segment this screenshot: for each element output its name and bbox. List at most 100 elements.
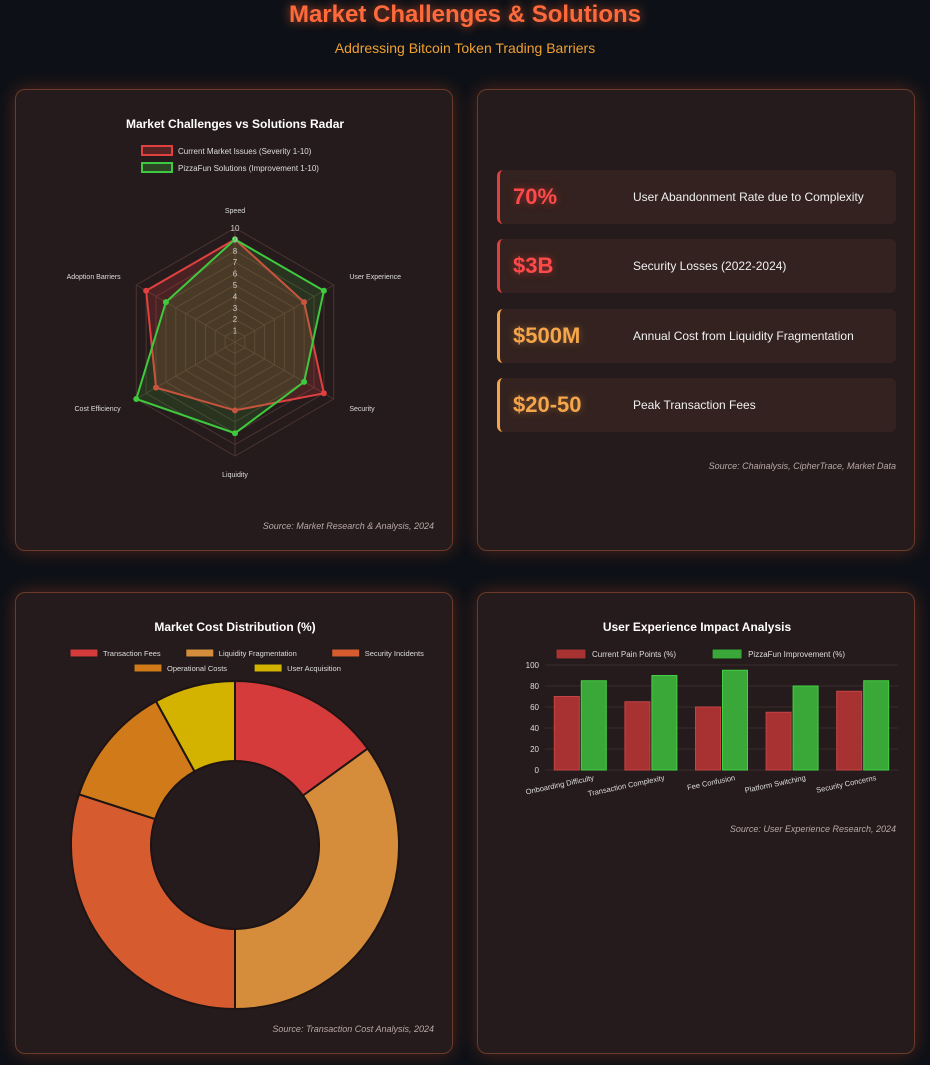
legend-label: User Acquisition <box>287 664 341 673</box>
bar <box>863 680 890 771</box>
bar-category-label: Platform Switching <box>744 773 807 795</box>
legend-swatch <box>555 648 587 660</box>
stat-label: Security Losses (2022-2024) <box>633 259 787 273</box>
legend-label: Liquidity Fragmentation <box>219 649 297 658</box>
radar-title: Market Challenges vs Solutions Radar <box>126 117 344 131</box>
radar-point <box>301 299 308 306</box>
radar-source: Source: Market Research & Analysis, 2024 <box>262 521 434 531</box>
legend-swatch <box>141 162 173 173</box>
donut-chart: Market Cost Distribution (%) Transaction … <box>69 620 424 1011</box>
legend-swatch <box>331 648 361 658</box>
radar-chart: Market Challenges vs Solutions Radar Curr… <box>67 117 402 479</box>
radar-point <box>320 287 327 294</box>
radar-axis-label: Security <box>349 406 375 413</box>
legend-swatch <box>253 663 283 673</box>
radar-point <box>301 378 308 385</box>
bar <box>836 690 863 771</box>
radar-spoke <box>234 284 334 343</box>
radar-tick-label: 6 <box>233 270 238 279</box>
legend-label: Current Market Issues (Severity 1-10) <box>178 147 312 156</box>
donut-source: Source: Transaction Cost Analysis, 2024 <box>272 1024 434 1034</box>
bar <box>651 675 678 771</box>
stats-panel: 70% User Abandonment Rate due to Complex… <box>477 89 915 551</box>
radar-axis-label: User Experience <box>349 274 401 281</box>
stat-value: $20-50 <box>513 392 582 417</box>
bar-title: User Experience Impact Analysis <box>603 620 792 634</box>
legend-swatch <box>69 648 99 658</box>
radar-point <box>133 396 140 402</box>
radar-tick-label: 4 <box>233 292 238 301</box>
bar <box>624 701 651 771</box>
legend-swatch <box>133 663 163 673</box>
radar-tick-label: 2 <box>233 315 238 324</box>
bar <box>553 696 580 771</box>
radar-tick-label: 3 <box>233 304 238 313</box>
radar-axis-label: Cost Efficiency <box>75 406 122 413</box>
radar-point <box>143 287 150 294</box>
donut-slice <box>154 679 236 773</box>
bar-tick-label: 20 <box>530 745 539 754</box>
radar-point <box>320 390 327 397</box>
bar-tick-label: 80 <box>530 682 539 691</box>
stat-card-peak-fees: $20-50 Peak Transaction Fees <box>497 378 896 432</box>
bar-category-label: Security Concerns <box>815 773 877 795</box>
page-title: Market Challenges & Solutions <box>288 1 642 28</box>
legend-label: Security Incidents <box>365 649 424 658</box>
donut-slice <box>70 793 236 1011</box>
stats-source: Source: Chainalysis, CipherTrace, Market… <box>708 461 896 471</box>
bar-category-label: Onboarding Difficulty <box>525 773 595 796</box>
radar-tick-label: 9 <box>233 235 238 244</box>
stat-value: $3B <box>513 253 554 278</box>
radar-point <box>162 299 169 306</box>
bar <box>722 669 748 771</box>
legend-label: PizzaFun Solutions (Improvement 1-10) <box>178 164 319 173</box>
donut-title: Market Cost Distribution (%) <box>154 620 315 634</box>
radar-spoke <box>136 341 236 400</box>
legend-swatch <box>711 648 743 660</box>
radar-tick-label: 5 <box>233 281 238 290</box>
stat-value: 70% <box>513 184 558 209</box>
bar-chart: User Experience Impact Analysis Current P… <box>525 620 898 798</box>
bar-source: Source: User Experience Research, 2024 <box>729 824 896 834</box>
donut-chart-panel: Market Cost Distribution (%) Transaction … <box>15 592 453 1054</box>
legend-label: PizzaFun Improvement (%) <box>748 650 845 659</box>
radar-tick-label: 7 <box>233 258 238 267</box>
radar-point <box>232 236 238 243</box>
stat-label: Peak Transaction Fees <box>633 398 756 412</box>
legend-label: Current Pain Points (%) <box>592 650 676 659</box>
bar <box>580 680 607 771</box>
legend-label: Operational Costs <box>167 664 227 673</box>
bar-category-label: Transaction Complexity <box>587 773 665 798</box>
donut-slice <box>234 747 400 1011</box>
radar-tick-label: 8 <box>233 247 238 256</box>
bar-chart-panel: User Experience Impact Analysis Current P… <box>477 592 915 1054</box>
radar-spoke <box>234 341 334 400</box>
radar-point <box>153 384 160 391</box>
stat-card-abandonment: 70% User Abandonment Rate due to Complex… <box>497 170 896 224</box>
radar-tick-label: 1 <box>233 327 238 336</box>
bar <box>695 706 721 771</box>
bar-tick-label: 60 <box>530 703 539 712</box>
radar-chart-panel: Market Challenges vs Solutions Radar Curr… <box>15 89 453 551</box>
bar <box>792 685 819 771</box>
stat-value: $500M <box>513 323 581 348</box>
bar-tick-label: 100 <box>526 661 540 670</box>
legend-swatch <box>185 648 215 658</box>
radar-point <box>232 430 238 437</box>
bar-category-label: Fee Confusion <box>686 773 736 792</box>
stat-card-security-losses: $3B Security Losses (2022-2024) <box>497 239 896 293</box>
bar <box>765 711 792 771</box>
radar-spoke <box>136 284 236 343</box>
bar-tick-label: 40 <box>530 724 539 733</box>
stat-card-liquidity-cost: $500M Annual Cost from Liquidity Fragmen… <box>497 309 896 363</box>
radar-point <box>232 407 238 414</box>
page-subtitle: Addressing Bitcoin Token Trading Barrier… <box>334 40 596 56</box>
stat-label: User Abandonment Rate due to Complexity <box>633 190 864 204</box>
legend-swatch <box>141 145 173 156</box>
radar-axis-label: Adoption Barriers <box>67 274 122 281</box>
radar-axis-label: Liquidity <box>222 472 248 479</box>
radar-tick-label: 10 <box>231 224 240 233</box>
legend-label: Transaction Fees <box>103 649 161 658</box>
stat-label: Annual Cost from Liquidity Fragmentation <box>633 329 854 343</box>
radar-axis-label: Speed <box>225 208 245 215</box>
